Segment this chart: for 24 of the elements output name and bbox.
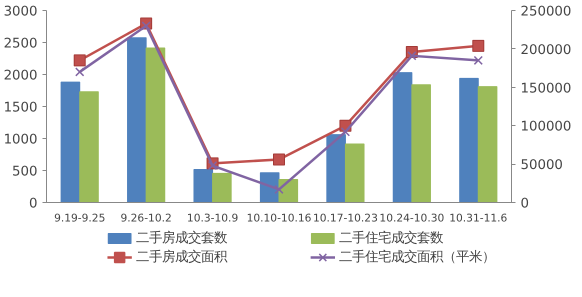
x-tick-label: 10.24-10.30: [379, 212, 445, 224]
y2-tick-label: 200000: [520, 42, 572, 58]
y-tick-label: 2000: [4, 68, 38, 84]
legend-label: 二手住宅成交面积（平米）: [339, 249, 496, 265]
y2-tick-label: 100000: [520, 120, 572, 135]
legend-label: 二手房成交面积: [136, 249, 227, 265]
y-tick-label: 2500: [4, 36, 38, 52]
y-tick-label: 1500: [4, 100, 38, 116]
x-tick-label: 10.17-10.23: [313, 212, 378, 224]
y-tick-label: 0: [29, 196, 38, 212]
y2-tick-label: 250000: [520, 4, 572, 20]
y2-tick-label: 0: [520, 196, 529, 212]
y2-tick-label: 150000: [520, 81, 572, 96]
x-tick-label: 9.26-10.2: [120, 212, 172, 224]
legend-label: 二手房成交套数: [136, 230, 227, 246]
legend-label: 二手住宅成交套数: [339, 230, 444, 246]
x-tick-label: 10.31-11.6: [449, 212, 508, 224]
x-tick-label: 10.10-10.16: [246, 212, 312, 224]
y-tick-label: 1000: [4, 132, 38, 148]
y2-tick-label: 50000: [520, 158, 563, 174]
x-tick-label: 9.19-9.25: [54, 212, 106, 224]
y-tick-label: 3000: [4, 4, 38, 20]
y-tick-label: 500: [12, 164, 38, 180]
x-tick-label: 10.3-10.9: [186, 212, 238, 224]
